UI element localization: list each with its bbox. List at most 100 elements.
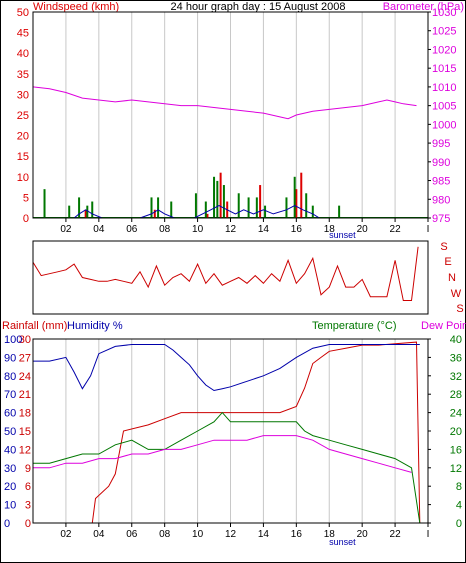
temperature-y-tick-label: 24 bbox=[450, 408, 462, 420]
x-tick-label: 18 bbox=[324, 224, 336, 235]
wind-y-tick-label: 50 bbox=[17, 7, 29, 19]
wind-y-tick-label: 10 bbox=[17, 172, 29, 184]
x-tick-label: 20 bbox=[357, 224, 369, 235]
rainfall-y-tick-label: 27 bbox=[19, 352, 31, 364]
temperature-y-tick-label: 32 bbox=[450, 371, 462, 383]
humidity-line bbox=[33, 344, 420, 392]
sunset-label-bottom: sunset bbox=[329, 537, 356, 547]
wind-y-tick-label: 45 bbox=[17, 28, 29, 40]
rainfall-y-tick-label: 12 bbox=[19, 444, 31, 456]
humidity-y-tick-label: 30 bbox=[4, 463, 16, 475]
rainfall-y-tick-label: 15 bbox=[19, 426, 31, 438]
barometer-y-tick-label: 980 bbox=[432, 194, 450, 206]
x-tick-label: 06 bbox=[126, 529, 138, 540]
temperature-y-tick-label: 28 bbox=[450, 389, 462, 401]
dewpoint-axis-label: Dew Point bbox=[421, 320, 466, 332]
barometer-y-tick-label: 1030 bbox=[432, 7, 456, 19]
barometer-y-tick-label: 1015 bbox=[432, 63, 456, 75]
barometer-y-tick-label: 1020 bbox=[432, 44, 456, 56]
temperature-line bbox=[33, 411, 421, 524]
direction-label-e: E bbox=[444, 256, 451, 268]
rain-x-axis: 02 04 06 08 10 12 14 16 18 20 22 I bbox=[60, 523, 429, 540]
rainfall-y-tick-label: 18 bbox=[19, 408, 31, 420]
temperature-y-tick-label: 16 bbox=[450, 444, 462, 456]
x-tick-label: 20 bbox=[357, 529, 369, 540]
barometer-y-tick-label: 1025 bbox=[432, 26, 456, 38]
barometer-y-tick-label: 990 bbox=[432, 157, 450, 169]
barometer-y-axis: 975 980 985 990 995 1000 1005 1010 1015 1020 1025 1… bbox=[428, 7, 456, 225]
x-tick-label: 08 bbox=[159, 529, 171, 540]
average-wind-line bbox=[33, 205, 420, 219]
barometer-y-tick-label: 1000 bbox=[432, 119, 456, 131]
wind-direction-panel: S E N W S bbox=[32, 240, 464, 315]
rainfall-y-tick-label: 6 bbox=[25, 481, 31, 493]
x-tick-label: 12 bbox=[225, 529, 237, 540]
barometer-line bbox=[32, 86, 417, 120]
dewpoint-line bbox=[33, 435, 412, 473]
direction-label-w: W bbox=[451, 288, 462, 300]
x-tick-label: 12 bbox=[225, 224, 237, 235]
barometer-y-tick-label: 975 bbox=[432, 213, 450, 225]
temperature-y-axis: 0 4 8 12 16 20 24 28 32 36 40 bbox=[428, 334, 462, 530]
wind-y-tick-label: 25 bbox=[17, 110, 29, 122]
temperature-y-tick-label: 4 bbox=[456, 500, 462, 512]
barometer-y-tick-label: 1005 bbox=[432, 101, 456, 113]
x-tick-label: 02 bbox=[60, 529, 72, 540]
temperature-y-tick-label: 8 bbox=[456, 481, 462, 493]
wind-axis-label: Windspeed (kmh) bbox=[33, 1, 119, 13]
x-tick-label: 10 bbox=[192, 529, 204, 540]
x-tick-label: 08 bbox=[159, 224, 171, 235]
temperature-y-tick-label: 40 bbox=[450, 334, 462, 346]
humidity-y-tick-label: 40 bbox=[4, 444, 16, 456]
temperature-y-tick-label: 0 bbox=[456, 518, 462, 530]
wind-direction-line bbox=[32, 246, 419, 301]
barometer-axis-label: Barometer (hPa) bbox=[383, 1, 464, 13]
wind-y-tick-label: 40 bbox=[17, 48, 29, 60]
x-tick-label: 16 bbox=[291, 529, 303, 540]
x-tick-label: 06 bbox=[126, 224, 138, 235]
wind-y-tick-label: 15 bbox=[17, 151, 29, 163]
wind-y-axis: 0 5 10 15 20 25 30 35 40 45 50 bbox=[17, 7, 29, 225]
wind-y-tick-label: 35 bbox=[17, 69, 29, 81]
direction-label-n: N bbox=[448, 272, 456, 284]
wind-x-axis: 02 04 06 08 10 12 14 16 18 20 22 I bbox=[60, 218, 429, 235]
humidity-y-tick-label: 100 bbox=[4, 334, 22, 346]
wind-y-tick-label: 20 bbox=[17, 131, 29, 143]
humidity-y-tick-label: 90 bbox=[4, 352, 16, 364]
x-tick-label: 02 bbox=[60, 224, 72, 235]
humidity-y-tick-label: 80 bbox=[4, 371, 16, 383]
barometer-y-tick-label: 995 bbox=[432, 138, 450, 150]
rainfall-y-tick-label: 9 bbox=[25, 463, 31, 475]
wind-y-tick-label: 5 bbox=[23, 192, 29, 204]
rainfall-y-tick-label: 21 bbox=[19, 389, 31, 401]
humidity-y-axis: 0 10 20 30 40 50 60 70 80 90 100 bbox=[4, 334, 22, 530]
direction-label-s-top: S bbox=[440, 241, 447, 253]
temperature-y-tick-label: 36 bbox=[450, 352, 462, 364]
humidity-y-tick-label: 60 bbox=[4, 408, 16, 420]
x-tick-label: 14 bbox=[258, 224, 270, 235]
humidity-axis-label: Humidity % bbox=[67, 320, 123, 332]
rainfall-y-tick-label: 0 bbox=[25, 518, 31, 530]
rain-panel-series bbox=[33, 341, 421, 524]
temperature-y-tick-label: 12 bbox=[450, 463, 462, 475]
x-tick-label: 10 bbox=[192, 224, 204, 235]
humidity-y-tick-label: 20 bbox=[4, 481, 16, 493]
sunset-label: sunset bbox=[329, 230, 356, 240]
temperature-y-tick-label: 20 bbox=[450, 426, 462, 438]
wind-y-tick-label: 0 bbox=[23, 213, 29, 225]
direction-series bbox=[32, 246, 419, 301]
rainfall-y-tick-label: 3 bbox=[25, 500, 31, 512]
humidity-y-tick-label: 50 bbox=[4, 426, 16, 438]
rainfall-line bbox=[33, 341, 421, 524]
rainfall-y-tick-label: 30 bbox=[19, 334, 31, 346]
x-tick-label: 14 bbox=[258, 529, 270, 540]
rainfall-axis-label: Rainfall (mm) bbox=[2, 320, 67, 332]
wind-panel-gridlines bbox=[65, 12, 396, 218]
chart-title: 24 hour graph day : 15 August 2008 bbox=[171, 1, 346, 13]
barometer-y-tick-label: 1010 bbox=[432, 82, 456, 94]
x-tick-label: 04 bbox=[93, 224, 105, 235]
humidity-y-tick-label: 10 bbox=[4, 500, 16, 512]
barometer-y-tick-label: 985 bbox=[432, 176, 450, 188]
